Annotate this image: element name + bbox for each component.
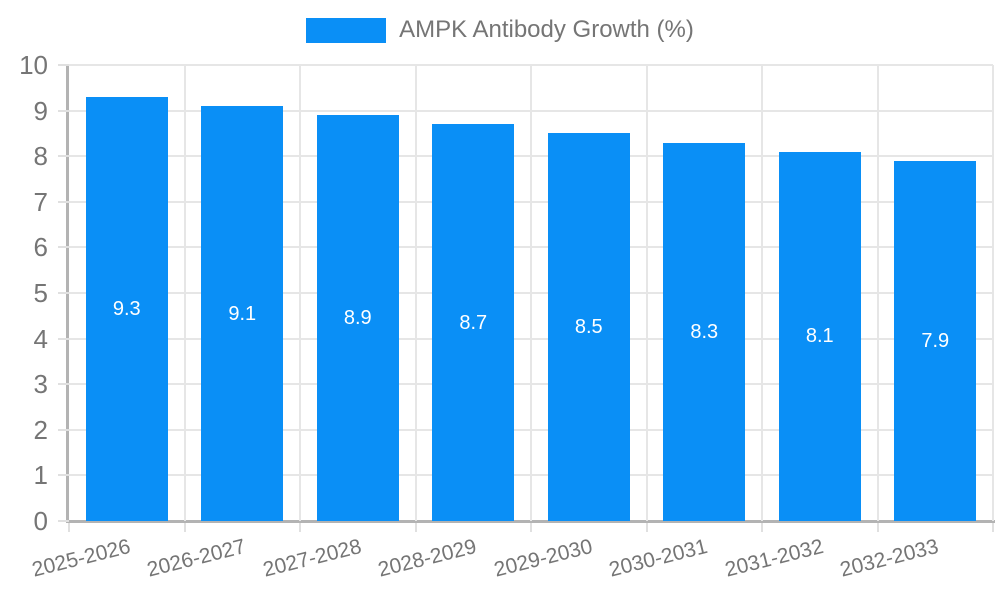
bar-value-label: 8.7 xyxy=(459,311,488,334)
bar-value-label: 8.1 xyxy=(805,325,834,348)
y-tick xyxy=(58,337,69,340)
y-tick-label: 10 xyxy=(19,50,48,80)
x-tick xyxy=(299,523,301,532)
y-tick-label: 5 xyxy=(33,278,48,308)
x-tick xyxy=(876,523,879,532)
y-tick-label: 3 xyxy=(33,369,48,400)
bar: 8.7 xyxy=(432,124,515,521)
y-tick-label: 9 xyxy=(33,95,48,126)
bar-value-label: 9.3 xyxy=(112,297,141,320)
bar: 8.3 xyxy=(663,142,746,521)
bar-value-label: 8.9 xyxy=(343,307,372,330)
x-gridline xyxy=(876,65,879,521)
x-tick xyxy=(645,523,648,532)
x-gridline xyxy=(645,65,648,521)
y-tick xyxy=(58,474,69,477)
bar: 9.3 xyxy=(85,96,168,521)
y-tick xyxy=(58,520,69,522)
y-tick-label: 4 xyxy=(33,323,48,354)
legend-label: AMPK Antibody Growth (%) xyxy=(399,16,694,43)
y-tick-label: 6 xyxy=(33,232,48,263)
bar: 8.1 xyxy=(778,151,861,521)
y-tick-label: 8 xyxy=(33,141,48,172)
bar: 7.9 xyxy=(894,160,977,521)
y-tick-label: 1 xyxy=(33,460,48,491)
x-gridline xyxy=(992,65,994,521)
y-tick xyxy=(58,155,69,158)
x-axis-line xyxy=(66,520,995,523)
x-tick xyxy=(761,523,763,532)
plot-area: 9.3 9.1 8.9 8.7 8.5 8.3 8.1 7.9 xyxy=(69,64,994,521)
legend: AMPK Antibody Growth (%) xyxy=(0,15,1000,45)
y-tick xyxy=(58,383,69,386)
y-tick-label: 0 xyxy=(33,506,48,536)
x-gridline xyxy=(530,65,532,521)
x-gridline xyxy=(761,65,763,521)
y-tick xyxy=(58,428,69,431)
x-gridline xyxy=(299,65,301,521)
y-tick xyxy=(58,64,69,66)
x-tick xyxy=(183,523,186,532)
x-gridline xyxy=(414,65,417,521)
bar-value-label: 9.1 xyxy=(228,302,257,325)
y-tick-label: 7 xyxy=(33,186,48,217)
bar-value-label: 8.3 xyxy=(690,320,719,343)
x-tick xyxy=(68,523,70,532)
bar: 8.5 xyxy=(547,133,630,521)
legend-swatch xyxy=(306,17,387,43)
x-tick xyxy=(992,523,994,532)
bar: 9.1 xyxy=(201,106,284,521)
x-tick xyxy=(414,523,417,532)
y-tick-label: 2 xyxy=(33,414,48,445)
bar: 8.9 xyxy=(316,115,399,521)
x-gridline xyxy=(183,65,186,521)
bar-value-label: 7.9 xyxy=(921,329,950,352)
x-tick xyxy=(530,523,532,532)
y-tick xyxy=(58,246,69,249)
bar-value-label: 8.5 xyxy=(574,316,603,339)
y-tick xyxy=(58,109,69,112)
y-tick xyxy=(58,292,69,294)
y-tick xyxy=(58,200,69,203)
